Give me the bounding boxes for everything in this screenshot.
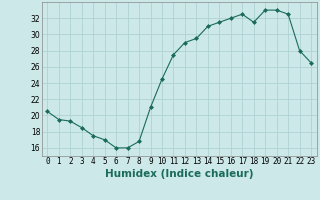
X-axis label: Humidex (Indice chaleur): Humidex (Indice chaleur) — [105, 169, 253, 179]
